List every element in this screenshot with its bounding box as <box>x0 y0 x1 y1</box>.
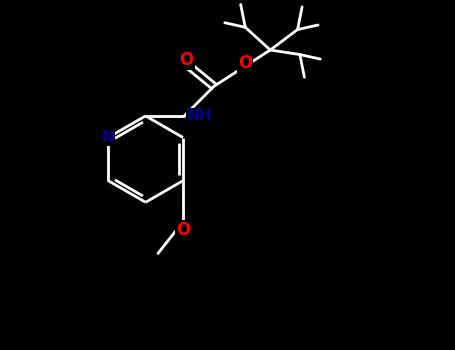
Text: NH: NH <box>187 108 212 124</box>
Text: O: O <box>238 54 253 72</box>
Text: O: O <box>176 221 190 239</box>
Text: O: O <box>179 51 194 69</box>
Text: N: N <box>102 130 115 145</box>
